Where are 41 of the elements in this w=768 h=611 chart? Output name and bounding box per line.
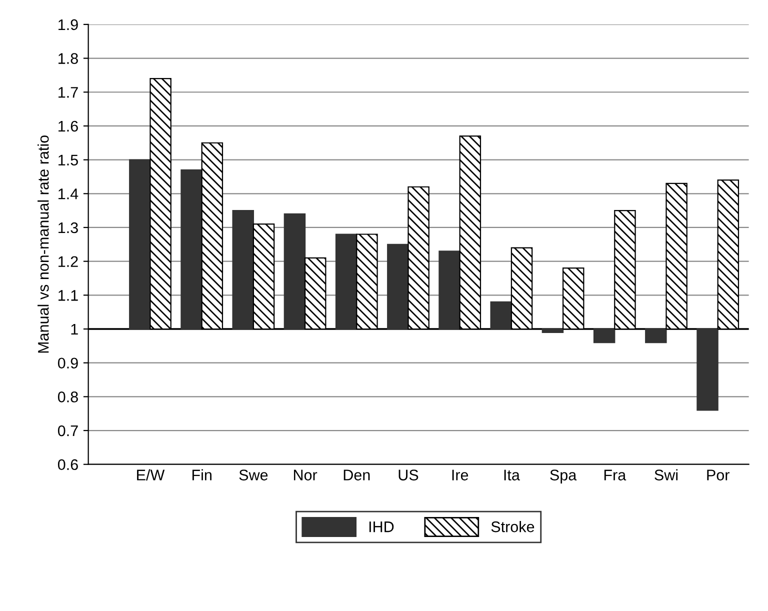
y-tick-label: 1 xyxy=(71,324,78,335)
x-tick-label: Ita xyxy=(504,470,520,480)
y-tick-label: 1.7 xyxy=(58,87,78,98)
y-tick-label: 1.8 xyxy=(58,53,78,64)
x-tick-label: Fin xyxy=(192,469,212,480)
x-tick-label: Swi xyxy=(654,469,678,480)
y-tick-label: 0.9 xyxy=(58,358,78,369)
x-tick-label: E/W xyxy=(137,469,165,480)
x-tick-label: Swe xyxy=(239,470,268,480)
y-tick-label: 1.9 xyxy=(58,19,78,30)
y-tick-label: 0.7 xyxy=(58,425,78,436)
legend-label: Stroke xyxy=(491,520,534,532)
y-tick-label: 0.8 xyxy=(58,392,78,402)
x-tick-label: Nor xyxy=(294,470,318,480)
bar xyxy=(438,250,460,330)
x-tick-label: Spa xyxy=(550,470,577,484)
bar xyxy=(180,169,202,330)
bar xyxy=(232,210,254,330)
y-tick-label: 1.1 xyxy=(58,290,78,301)
x-tick-label: Por xyxy=(707,470,730,480)
y-tick-label: 1.5 xyxy=(58,154,78,166)
y-tick-label: 1.3 xyxy=(58,222,78,234)
y-tick-label: 0.6 xyxy=(58,459,78,470)
bar xyxy=(593,328,616,344)
bar xyxy=(490,301,512,330)
x-tick-label: US xyxy=(398,470,418,480)
x-tick-label: Ire xyxy=(452,470,468,480)
bar xyxy=(387,244,409,330)
bar xyxy=(696,328,718,411)
y-tick-label: 1.6 xyxy=(58,120,78,132)
y-axis-title: Manual vs non-manual rate ratio xyxy=(38,135,49,353)
y-tick-label: 1.2 xyxy=(58,256,78,267)
bar xyxy=(645,328,667,344)
y-tick-label: 1.4 xyxy=(58,188,78,200)
x-tick-label: Den xyxy=(344,470,370,480)
x-tick-label: Fra xyxy=(604,470,626,480)
bar xyxy=(335,234,358,330)
bar xyxy=(129,159,151,330)
legend-label: IHD xyxy=(369,522,394,532)
bar xyxy=(284,213,306,330)
bar xyxy=(542,328,564,333)
